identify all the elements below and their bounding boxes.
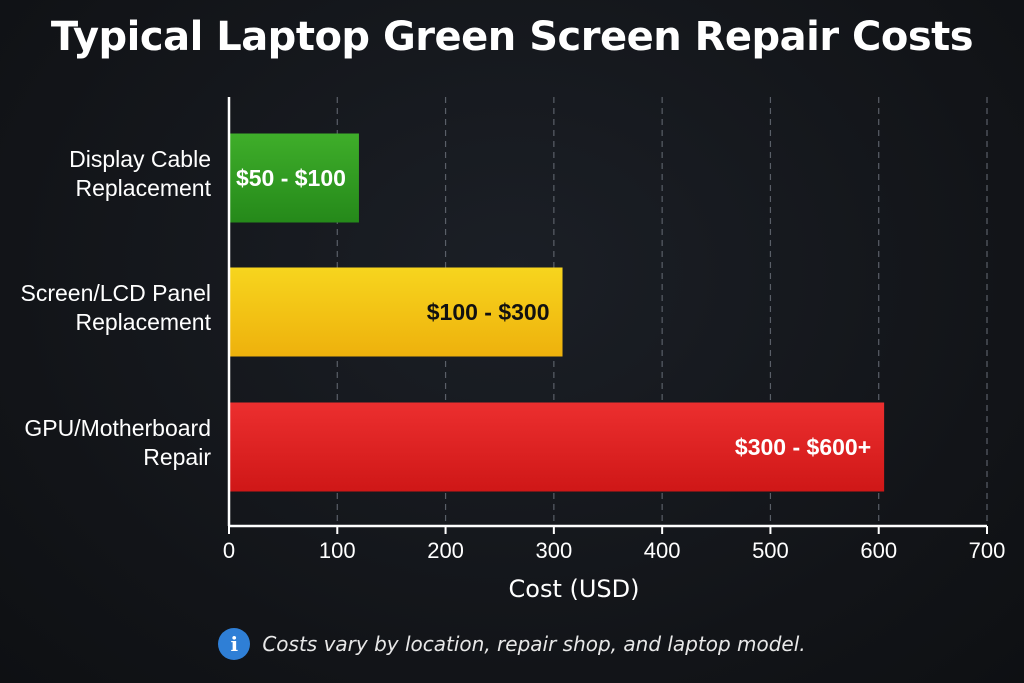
- footnote-text: Costs vary by location, repair shop, and…: [262, 632, 806, 656]
- bar-data-label: $50 - $100: [236, 165, 346, 191]
- x-tick-label: 200: [427, 538, 464, 563]
- x-tick-label: 700: [969, 538, 1006, 563]
- category-label: GPU/Motherboard Repair: [24, 415, 211, 470]
- x-tick-label: 300: [535, 538, 572, 563]
- x-tick-label: 0: [223, 538, 235, 563]
- bar-data-label: $300 - $600+: [735, 434, 871, 460]
- category-label: Screen/LCD Panel Replacement: [21, 280, 212, 335]
- bar-data-label: $100 - $300: [427, 299, 550, 325]
- bar: [229, 402, 885, 492]
- category-label: Display Cable Replacement: [69, 146, 212, 201]
- bar: [229, 133, 359, 223]
- axes: 0 100 200 300 400 500 600 700 Cost (USD): [223, 97, 1005, 603]
- bars: [229, 133, 885, 492]
- x-tick-label: 600: [860, 538, 897, 563]
- x-axis-title: Cost (USD): [509, 575, 640, 603]
- info-icon: i: [218, 628, 251, 660]
- x-tick-label: 400: [644, 538, 681, 563]
- labels: $50 - $100 Display Cable Replacement $100 -…: [21, 146, 872, 470]
- x-tick-label: 100: [319, 538, 356, 563]
- bar: [229, 267, 563, 357]
- footnote: i Costs vary by location, repair shop, a…: [0, 628, 1024, 660]
- x-tick-label: 500: [752, 538, 789, 563]
- chart-title: Typical Laptop Green Screen Repair Costs: [50, 14, 974, 60]
